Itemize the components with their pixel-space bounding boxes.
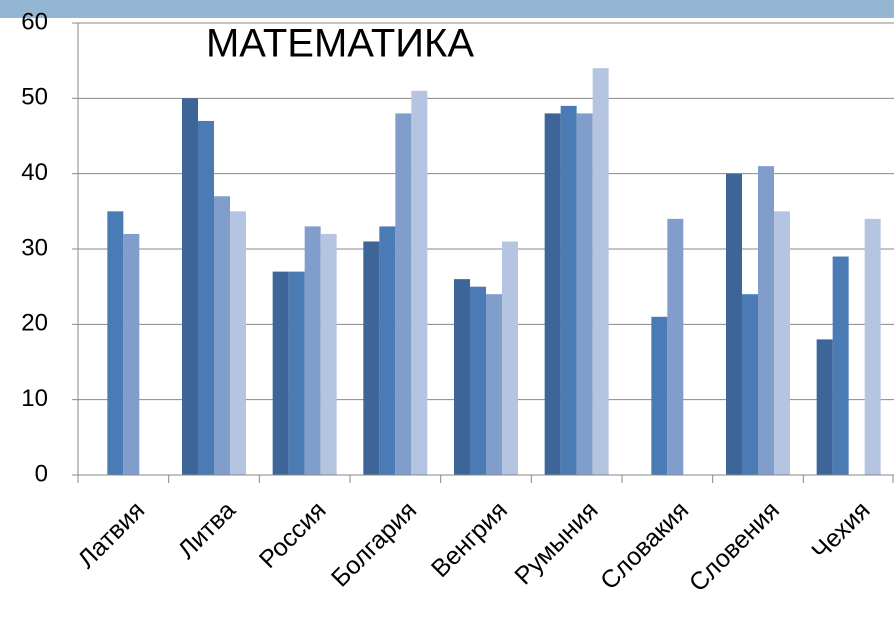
bar <box>363 241 380 475</box>
chart-title: МАТЕМАТИКА <box>206 22 474 66</box>
bar <box>592 68 609 475</box>
bar <box>832 256 849 475</box>
bar <box>214 196 230 475</box>
bar <box>304 226 321 475</box>
x-tick-label: Россия <box>254 496 332 574</box>
bar <box>198 120 214 475</box>
bar <box>544 113 561 476</box>
x-tick-label: Литва <box>173 496 241 564</box>
top-banner <box>0 0 894 18</box>
bar <box>560 105 577 475</box>
bar <box>774 211 790 476</box>
bar <box>470 286 486 475</box>
y-tick-label: 20 <box>21 310 48 337</box>
y-tick-label: 30 <box>21 234 48 261</box>
bar <box>230 211 246 476</box>
bar <box>486 294 502 475</box>
bar <box>758 166 774 475</box>
x-tick-label: Венгрия <box>426 496 513 583</box>
x-tick-label: Чехия <box>806 496 875 565</box>
bar <box>502 241 518 475</box>
bar <box>411 90 428 476</box>
bar <box>742 294 758 475</box>
bar <box>576 113 593 476</box>
x-tick-label: Словакия <box>595 496 694 595</box>
bar <box>288 271 305 475</box>
x-tick-label: Латвия <box>72 496 150 574</box>
x-tick-label: Словения <box>684 496 785 597</box>
bar <box>864 218 881 475</box>
bar <box>182 98 198 475</box>
bar <box>726 173 742 475</box>
bar <box>667 218 684 475</box>
bar <box>320 233 337 475</box>
y-tick-label: 10 <box>21 385 48 412</box>
bar <box>454 279 470 475</box>
bar <box>123 233 140 475</box>
bar <box>272 271 289 475</box>
y-tick-label: 40 <box>21 159 48 186</box>
bar <box>395 113 412 476</box>
x-tick-label: Румыния <box>509 496 603 590</box>
bar <box>651 316 668 475</box>
y-tick-label: 0 <box>35 460 48 487</box>
y-tick-label: 50 <box>21 84 48 111</box>
x-tick-label: Болгария <box>326 496 422 592</box>
bar <box>816 339 833 475</box>
bar <box>107 211 124 476</box>
y-tick-label: 60 <box>21 8 48 35</box>
bar <box>379 226 396 475</box>
